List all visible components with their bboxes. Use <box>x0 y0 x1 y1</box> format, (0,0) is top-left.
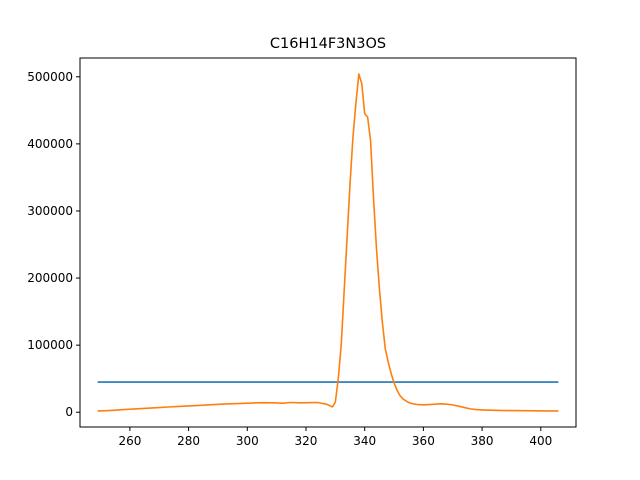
x-tick-label: 400 <box>529 434 552 448</box>
y-tick-label: 200000 <box>27 271 73 285</box>
plot-frame <box>79 57 577 428</box>
y-tick-label: 400000 <box>27 137 73 151</box>
series-layer <box>97 73 559 412</box>
y-tick-label: 300000 <box>27 204 73 218</box>
chart-title: C16H14F3N3OS <box>270 36 386 52</box>
x-tick-label: 360 <box>412 434 435 448</box>
x-tick-label: 300 <box>236 434 259 448</box>
y-tick-label: 500000 <box>27 70 73 84</box>
x-tick-label: 380 <box>471 434 494 448</box>
y-axis: 0 100000 200000 300000 400000 500000 <box>27 70 80 419</box>
x-tick-label: 280 <box>177 434 200 448</box>
y-tick-label: 100000 <box>27 338 73 352</box>
x-tick-label: 260 <box>118 434 141 448</box>
x-tick-label: 340 <box>353 434 376 448</box>
series-line-2 <box>97 73 559 412</box>
y-tick-label: 0 <box>65 405 73 419</box>
x-tick-label: 320 <box>295 434 318 448</box>
x-axis: 260 280 300 320 340 360 380 400 <box>118 427 552 448</box>
